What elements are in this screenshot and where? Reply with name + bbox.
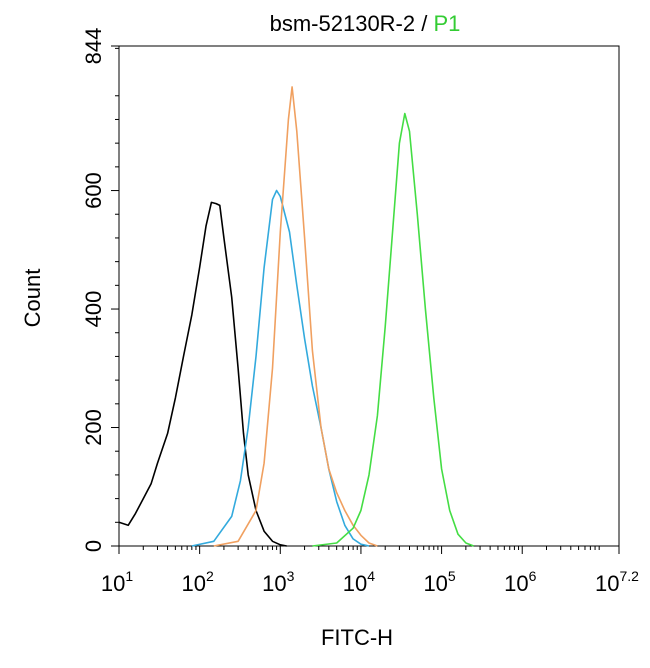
x-tick-base: 10 (504, 571, 528, 596)
histogram-series-3 (312, 112, 474, 547)
chart-title: bsm-52130R-2 / P1 (270, 11, 461, 36)
title-part-2: P1 (433, 11, 460, 36)
title-part-1: / (415, 11, 433, 36)
x-tick-label: 103 (262, 568, 294, 596)
x-tick-exponent: 6 (529, 568, 537, 584)
histogram-series-1 (191, 189, 370, 547)
x-tick-label: 104 (343, 568, 375, 596)
x-axis-title: FITC-H (321, 625, 393, 650)
y-tick-label: 0 (81, 540, 106, 552)
histogram-series-0 (118, 201, 287, 547)
x-tick-base: 10 (343, 571, 367, 596)
x-tick-exponent: 4 (367, 568, 375, 584)
y-axis-title: Count (20, 269, 45, 328)
y-tick-label: 844 (81, 28, 106, 65)
x-tick-base: 10 (423, 571, 447, 596)
histogram-series-2 (213, 86, 378, 547)
y-tick-label: 400 (81, 291, 106, 328)
x-tick-label: 101 (101, 568, 133, 596)
x-tick-exponent: 1 (125, 568, 133, 584)
x-tick-label: 106 (504, 568, 536, 596)
x-tick-label: 102 (182, 568, 214, 596)
x-tick-exponent: 5 (448, 568, 456, 584)
x-tick-exponent: 2 (206, 568, 214, 584)
x-tick-exponent: 3 (287, 568, 295, 584)
series-layer (118, 86, 474, 547)
y-tick-label: 600 (81, 172, 106, 209)
x-tick-base: 10 (262, 571, 286, 596)
title-part-0: bsm-52130R-2 (270, 11, 416, 36)
x-tick-label: 105 (423, 568, 455, 596)
x-tick-exponent: 7.2 (620, 568, 640, 584)
x-tick-label: 107.2 (595, 568, 639, 596)
x-tick-base: 10 (595, 571, 619, 596)
y-tick-label: 200 (81, 409, 106, 446)
axis-ticks (111, 45, 620, 554)
x-tick-base: 10 (101, 571, 125, 596)
x-tick-base: 10 (182, 571, 206, 596)
